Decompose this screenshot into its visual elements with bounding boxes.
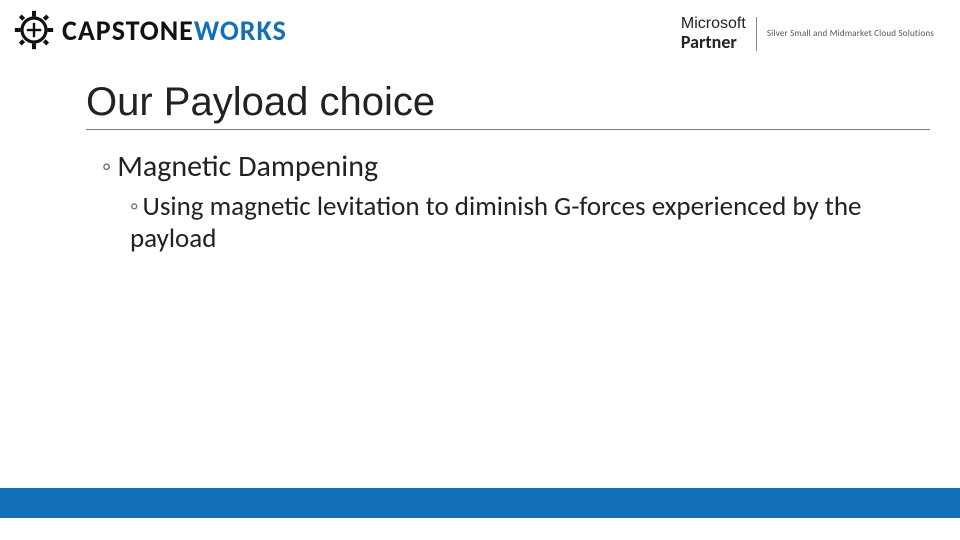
title-block: Our Payload choice [86, 80, 930, 130]
title-underline [86, 129, 930, 130]
bullet-level2-text: Using magnetic levitation to diminish G-… [130, 190, 861, 255]
gear-icon [14, 10, 54, 50]
slide-title: Our Payload choice [86, 80, 930, 127]
microsoft-partner-logo: Microsoft Partner [681, 16, 746, 52]
content-block: ◦Magnetic Dampening ◦Using magnetic levi… [86, 148, 880, 255]
brand-text: CAPSTONEWORKS [62, 13, 287, 48]
footer-accent-bar [0, 488, 960, 518]
divider [756, 17, 757, 51]
bullet-marker-icon: ◦ [130, 192, 139, 221]
brand-part1: CAPSTONE [62, 13, 194, 48]
bullet-marker-icon: ◦ [102, 150, 111, 182]
ms-line2: Partner [681, 33, 746, 52]
partner-block: Microsoft Partner Silver Small and Midma… [681, 16, 934, 52]
silver-tier-text: Silver Small and Midmarket Cloud Solutio… [767, 28, 934, 39]
header: CAPSTONEWORKS Microsoft Partner Silver S… [14, 10, 946, 64]
bullet-level1: ◦Magnetic Dampening [102, 148, 880, 185]
bullet-level1-text: Magnetic Dampening [117, 148, 378, 185]
slide: CAPSTONEWORKS Microsoft Partner Silver S… [0, 0, 960, 540]
bullet-level2: ◦Using magnetic levitation to diminish G… [130, 191, 880, 255]
brand-part2: WORKS [194, 13, 287, 48]
